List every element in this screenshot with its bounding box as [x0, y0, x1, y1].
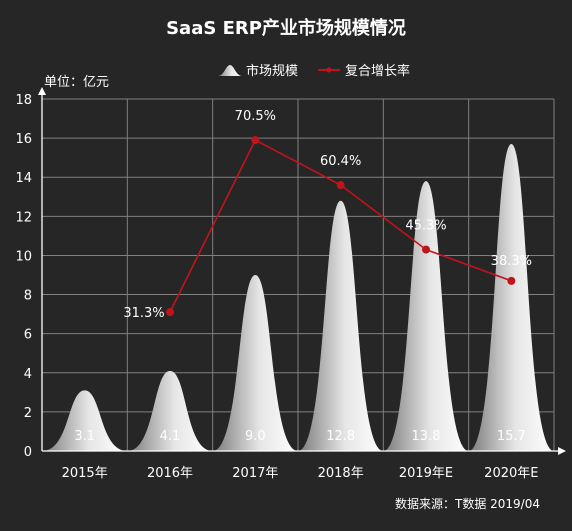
legend-market-size-icon [218, 65, 242, 76]
y-tick-label: 6 [24, 328, 32, 343]
chart-title: SaaS ERP产业市场规模情况 [166, 17, 406, 39]
bar-value-label: 15.7 [497, 429, 526, 444]
y-tick-label: 14 [15, 171, 32, 186]
growth-rate-label: 70.5% [235, 109, 276, 124]
bar-peak [383, 181, 469, 451]
y-tick-label: 10 [15, 249, 32, 264]
unit-label: 单位：亿元 [44, 75, 109, 90]
x-tick-label: 2017年 [232, 466, 278, 481]
x-tick-label: 2015年 [62, 466, 108, 481]
growth-rate-label: 45.3% [405, 219, 446, 234]
bar-peak [42, 390, 128, 451]
y-tick-label: 4 [24, 367, 32, 382]
bar-peak [212, 275, 298, 451]
growth-rate-point [507, 276, 516, 285]
growth-rate-label: 60.4% [320, 154, 361, 169]
bar-peak [298, 200, 384, 451]
y-tick-label: 0 [24, 445, 32, 460]
bar-value-label: 4.1 [160, 429, 181, 444]
y-tick-label: 8 [24, 289, 32, 304]
y-axis-arrow [38, 87, 46, 95]
bar-peak [468, 143, 554, 451]
growth-rate-point [166, 308, 174, 317]
x-tick-label: 2019年E [399, 466, 453, 481]
growth-rate-point [422, 245, 430, 254]
labels: 3.1 4.1 9.0 12.8 13.8 15.7 31.3% 70.5% 60.4% 45.3… [74, 109, 532, 444]
legend-growth-rate-dot [326, 67, 332, 73]
bar-value-label: 3.1 [74, 429, 95, 444]
legend: 市场规模 复合增长率 [218, 63, 410, 79]
x-tick-label: 2018年 [318, 466, 364, 481]
y-tick-label: 2 [24, 406, 32, 421]
bars [42, 143, 554, 451]
growth-rate-point [336, 181, 345, 190]
growth-line [166, 136, 516, 317]
bar-peak [127, 370, 213, 451]
y-tick-label: 12 [15, 210, 32, 225]
bar-value-label: 12.8 [326, 429, 355, 444]
axes: 0 2 4 6 8 10 12 14 16 18 2015年 2016年 2017年 2018年 2019年… [15, 87, 566, 481]
x-tick-label: 2020年E [484, 466, 538, 481]
legend-market-size-label: 市场规模 [246, 63, 298, 79]
bar-value-label: 9.0 [245, 429, 266, 444]
x-axis-arrow [558, 447, 566, 455]
grid [42, 98, 555, 451]
legend-growth-rate-label: 复合增长率 [345, 63, 410, 79]
y-tick-label: 16 [15, 132, 32, 147]
growth-rate-label: 31.3% [123, 306, 164, 321]
x-tick-label: 2016年 [147, 466, 193, 481]
y-tick-label: 18 [15, 93, 32, 108]
source-note: 数据来源：T数据 2019/04 [395, 496, 540, 511]
growth-rate-label: 38.3% [491, 254, 532, 269]
bar-value-label: 13.8 [412, 429, 441, 444]
growth-rate-point [251, 136, 260, 145]
